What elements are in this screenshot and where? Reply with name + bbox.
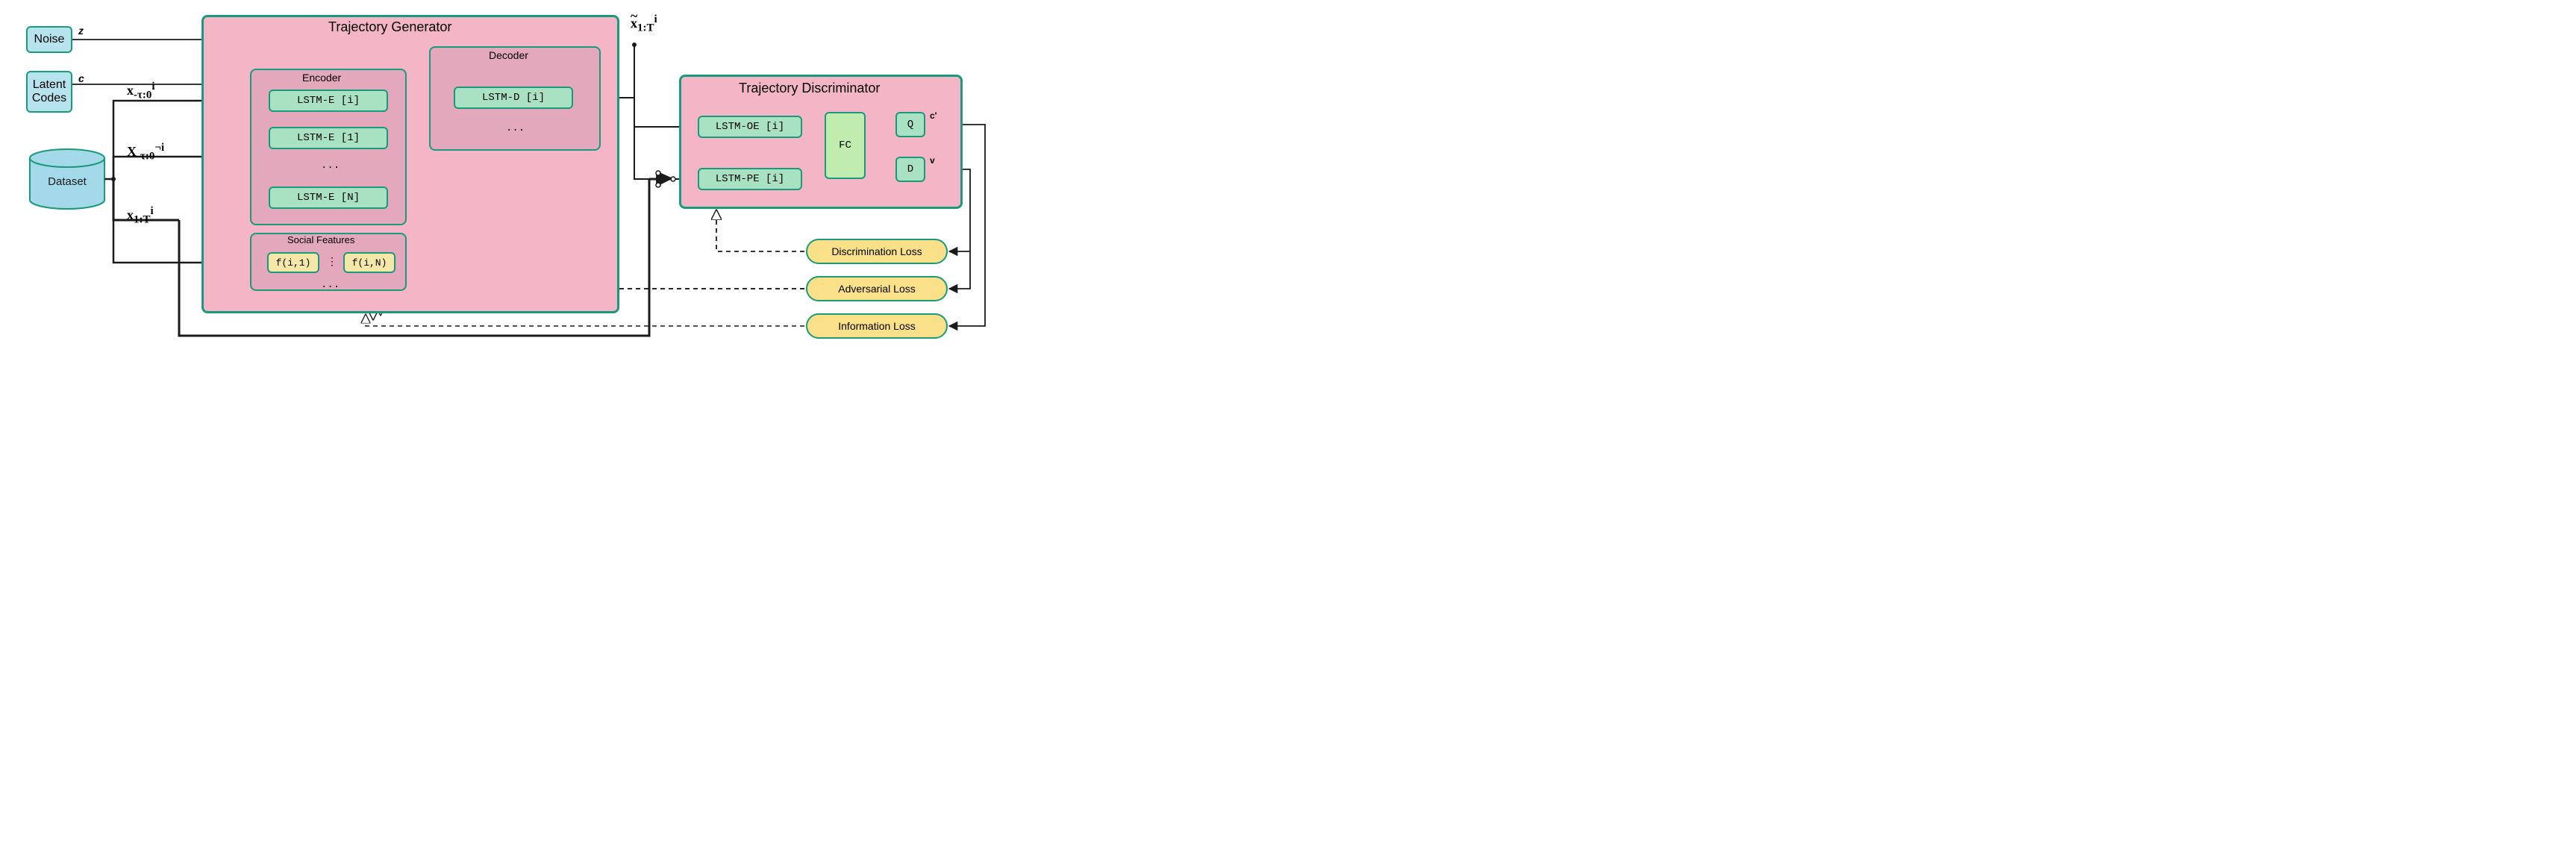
noise-box: Noise [26, 26, 72, 53]
discriminator-title: Trajectory Discriminator [739, 81, 880, 96]
d-box: D [895, 157, 925, 182]
generator-title: Trajectory Generator [328, 19, 451, 35]
c-prime-label: c' [930, 110, 937, 121]
v-label: v [930, 155, 935, 166]
social-title: Social Features [287, 234, 354, 245]
noise-symbol: z [78, 25, 84, 37]
loss-info: Information Loss [806, 313, 948, 339]
decoder-dots: ... [506, 122, 525, 134]
decoder-title: Decoder [489, 49, 528, 61]
encoder-title: Encoder [302, 72, 341, 84]
fc-box: FC [825, 112, 866, 179]
latent-codes-box: Latent Codes [26, 71, 72, 113]
social-dots-2: ... [321, 279, 340, 291]
math-label-x_obs: x-τ:0i [127, 81, 155, 102]
q-box: Q [895, 112, 925, 137]
lstm-pe: LSTM-PE [i] [698, 168, 802, 190]
encoder-dots: ... [321, 160, 340, 172]
social-fn: f(i,N) [343, 252, 396, 273]
math-label-x_future: x1:Ti [127, 205, 154, 227]
social-dots: ⋮ [327, 256, 337, 269]
lstm-d: LSTM-D [i] [454, 87, 573, 109]
lstm-e-i: LSTM-E [i] [269, 90, 388, 112]
latent-symbol: c [78, 72, 84, 84]
social-f1: f(i,1) [267, 252, 319, 273]
math-label-x_others: X-τ:0¬i [127, 142, 164, 163]
lstm-e-1: LSTM-E [1] [269, 127, 388, 149]
lstm-e-n: LSTM-E [N] [269, 187, 388, 209]
dataset-label: Dataset [48, 175, 87, 188]
loss-disc: Discrimination Loss [806, 239, 948, 264]
math-label-x-tilde: x~1:Ti [631, 13, 657, 35]
lstm-oe: LSTM-OE [i] [698, 116, 802, 138]
loss-adv: Adversarial Loss [806, 276, 948, 301]
